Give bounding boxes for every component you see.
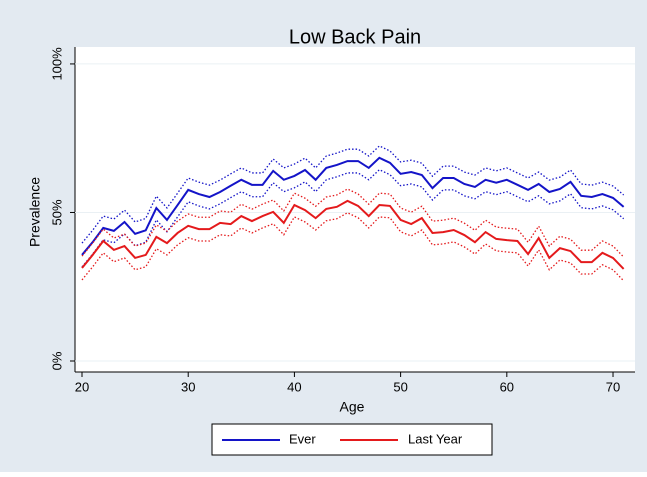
x-tick-label: 20 bbox=[75, 379, 89, 394]
legend-label: Ever bbox=[289, 431, 316, 446]
ci-line bbox=[81, 168, 625, 268]
x-tick-label: 60 bbox=[500, 379, 514, 394]
x-axis-label: Age bbox=[340, 399, 365, 415]
x-tick-label: 50 bbox=[393, 379, 407, 394]
y-tick-label: 100% bbox=[49, 47, 64, 81]
ci-line bbox=[81, 145, 625, 244]
series-line bbox=[81, 199, 625, 270]
x-tick-label: 40 bbox=[287, 379, 301, 394]
chart-title: Low Back Pain bbox=[289, 26, 421, 48]
ci-line bbox=[81, 188, 625, 258]
plot-area bbox=[75, 47, 635, 372]
x-tick-label: 70 bbox=[606, 379, 620, 394]
x-tick-label: 30 bbox=[181, 379, 195, 394]
series-line bbox=[81, 156, 625, 256]
y-tick-label: 0% bbox=[49, 351, 64, 370]
ci-line bbox=[81, 212, 625, 282]
y-tick-label: 50% bbox=[49, 199, 64, 225]
legend-label: Last Year bbox=[408, 431, 463, 446]
y-axis-label: Prevalence bbox=[27, 177, 43, 247]
